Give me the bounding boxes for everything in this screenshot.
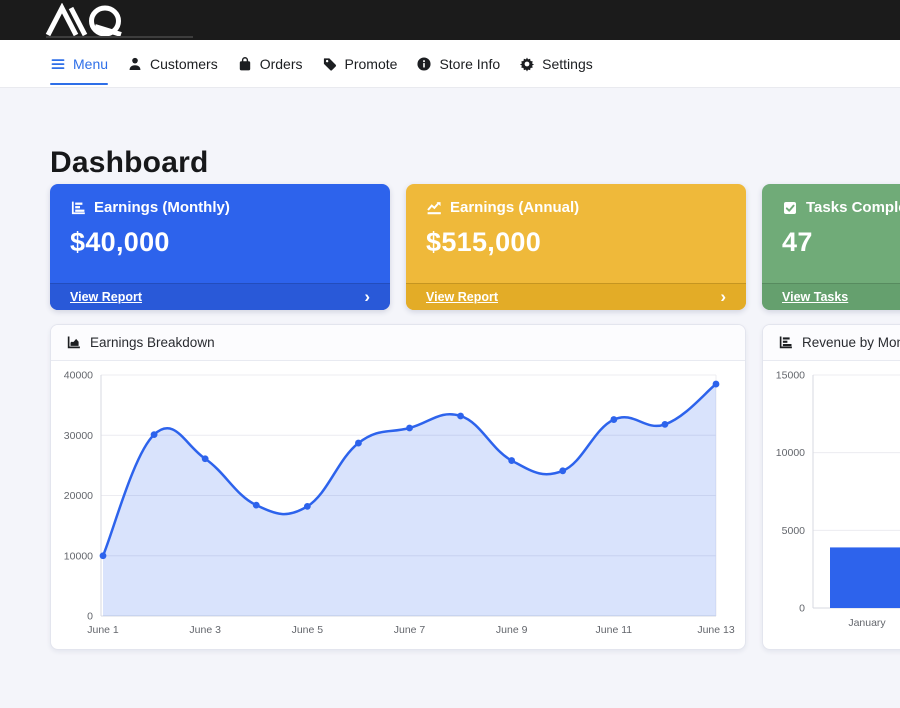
line-chart-icon <box>426 200 442 216</box>
svg-text:January: January <box>848 617 886 629</box>
nav-item-promote[interactable]: Promote <box>322 40 398 87</box>
svg-text:10000: 10000 <box>776 447 805 459</box>
nav-item-customers[interactable]: Customers <box>127 40 218 87</box>
tasks-completed-card: Tasks Completed 47 View Tasks › <box>762 184 900 310</box>
earnings-breakdown-chart: 0 10000 20000 30000 40000 June 1 June 3 June 5 J… <box>64 370 735 637</box>
nav-item-menu[interactable]: Menu <box>50 40 109 87</box>
nav-item-label: Customers <box>150 55 218 72</box>
shopping-bag-icon <box>237 56 253 72</box>
revenue-by-month-card: Revenue by Month 0 5000 10000 15000 January <box>762 324 900 650</box>
page-title: Dashboard <box>50 146 209 179</box>
svg-text:40000: 40000 <box>64 370 93 382</box>
main-navbar: Menu Customers Orders Promote <box>0 40 900 88</box>
stat-card-value: $40,000 <box>70 227 170 257</box>
svg-text:June 9: June 9 <box>496 624 528 636</box>
earnings-monthly-card: Earnings (Monthly) $40,000 View Report › <box>50 184 390 310</box>
stat-card-value: $515,000 <box>426 227 542 257</box>
chart-title: Revenue by Month <box>802 335 900 350</box>
aq-logo-icon <box>45 2 122 37</box>
svg-text:0: 0 <box>87 611 93 623</box>
stat-card-title: Earnings (Annual) <box>450 199 580 216</box>
check-square-icon <box>782 200 798 216</box>
chevron-right-icon: › <box>364 286 370 306</box>
area-chart-icon <box>66 335 81 350</box>
tag-icon <box>322 56 338 72</box>
earnings-breakdown-card: Earnings Breakdown 0 10000 20000 30000 40000… <box>50 324 746 650</box>
earnings-breakdown-header: Earnings Breakdown <box>51 325 745 361</box>
svg-text:5000: 5000 <box>782 525 806 537</box>
svg-text:June 11: June 11 <box>596 624 633 636</box>
horizontal-bar-chart-icon <box>70 200 86 216</box>
svg-text:15000: 15000 <box>776 370 805 382</box>
nav-item-label: Menu <box>73 55 109 72</box>
stat-card-value: 47 <box>782 227 813 257</box>
view-report-link[interactable]: View Report › <box>406 283 746 310</box>
info-circle-icon <box>416 56 432 72</box>
view-tasks-link[interactable]: View Tasks › <box>762 283 900 310</box>
revenue-by-month-chart: 0 5000 10000 15000 January <box>776 370 900 629</box>
svg-text:10000: 10000 <box>64 550 93 562</box>
chart-title: Earnings Breakdown <box>90 335 215 350</box>
svg-text:June 7: June 7 <box>394 624 426 636</box>
svg-text:0: 0 <box>799 603 805 615</box>
logo-underline <box>46 36 193 38</box>
nav-item-label: Store Info <box>439 55 501 72</box>
person-icon <box>127 56 143 72</box>
view-report-link[interactable]: View Report › <box>50 283 390 310</box>
revenue-by-month-header: Revenue by Month <box>763 325 900 361</box>
app-logo[interactable] <box>45 2 137 42</box>
nav-item-orders[interactable]: Orders <box>237 40 303 87</box>
svg-text:June 1: June 1 <box>87 624 119 636</box>
svg-text:20000: 20000 <box>64 490 93 502</box>
gear-icon <box>519 56 535 72</box>
horizontal-bar-chart-icon <box>778 335 793 350</box>
chevron-right-icon: › <box>720 286 726 306</box>
svg-text:30000: 30000 <box>64 430 93 442</box>
stat-card-title: Earnings (Monthly) <box>94 199 230 216</box>
svg-text:June 5: June 5 <box>292 624 324 636</box>
charts-row: Earnings Breakdown 0 10000 20000 30000 40000… <box>50 324 900 650</box>
earnings-annual-card: Earnings (Annual) $515,000 View Report › <box>406 184 746 310</box>
hamburger-icon <box>50 56 66 72</box>
topbar <box>0 0 900 40</box>
nav-item-label: Promote <box>344 55 398 72</box>
nav-item-label: Settings <box>542 55 593 72</box>
svg-text:June 13: June 13 <box>697 624 735 636</box>
nav-item-label: Orders <box>259 55 303 72</box>
svg-text:June 3: June 3 <box>189 624 221 636</box>
nav-item-store-info[interactable]: Store Info <box>416 40 500 87</box>
stat-cards-row: Earnings (Monthly) $40,000 View Report ›… <box>50 184 900 310</box>
nav-item-settings[interactable]: Settings <box>519 40 593 87</box>
stat-card-title: Tasks Completed <box>806 199 900 216</box>
